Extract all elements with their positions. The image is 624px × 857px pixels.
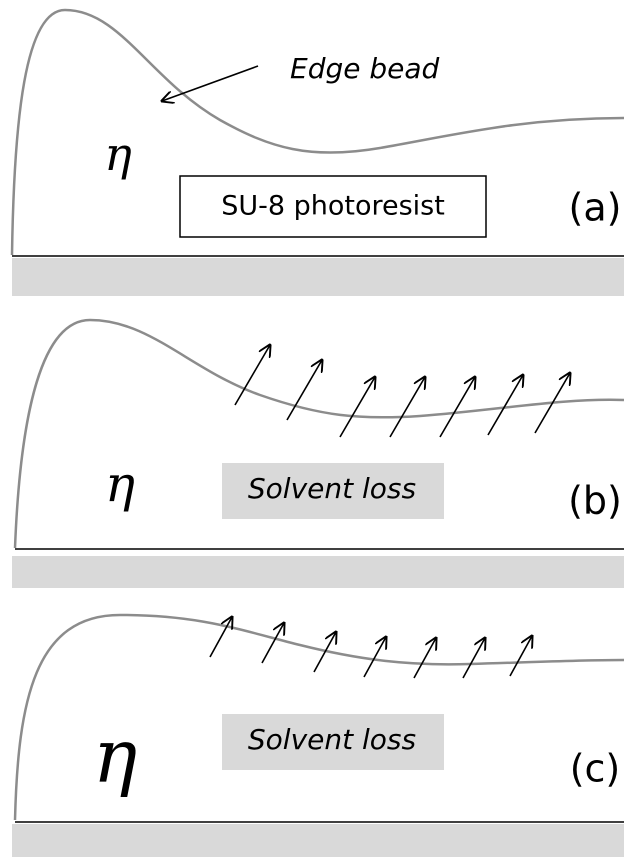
panel-b: η Solvent loss (b) — [12, 318, 624, 588]
annotation-arrow — [162, 65, 259, 101]
arrow — [487, 375, 523, 436]
eta: η — [105, 455, 135, 513]
solvent-arrows — [209, 617, 532, 679]
arrow — [439, 377, 475, 438]
substrate — [12, 258, 624, 296]
label-box — [222, 714, 444, 770]
panel-label: (a) — [569, 186, 622, 230]
arrow — [234, 345, 270, 406]
substrate — [12, 556, 624, 588]
resist-profile — [13, 318, 624, 549]
arrow — [339, 377, 375, 438]
panel-a: Edge bead η SU-8 photoresist (a) — [10, 8, 624, 296]
arrow — [534, 373, 570, 434]
arrow — [462, 638, 485, 679]
substrate — [12, 824, 624, 857]
arrow — [261, 623, 284, 664]
arrow — [389, 377, 425, 438]
panel-label: (c) — [570, 747, 621, 791]
eta: η — [104, 127, 132, 181]
panel-c: η Solvent loss (c) — [12, 613, 624, 857]
arrow — [313, 632, 336, 673]
panel-label: (b) — [568, 479, 622, 523]
box-text: SU-8 photoresist — [221, 191, 445, 222]
eta: η — [93, 713, 137, 799]
arrow — [286, 360, 322, 421]
resist-profile — [10, 8, 624, 256]
label-box — [222, 463, 444, 519]
arrow — [509, 636, 532, 677]
box-text: Solvent loss — [248, 472, 416, 505]
box-text: Solvent loss — [248, 723, 416, 756]
arrow — [413, 638, 436, 679]
solvent-arrows — [234, 345, 570, 438]
arrow — [209, 617, 232, 658]
arrow — [363, 637, 386, 678]
resist-profile — [13, 613, 624, 821]
annotation: Edge bead — [290, 52, 440, 85]
label-box — [179, 175, 487, 238]
